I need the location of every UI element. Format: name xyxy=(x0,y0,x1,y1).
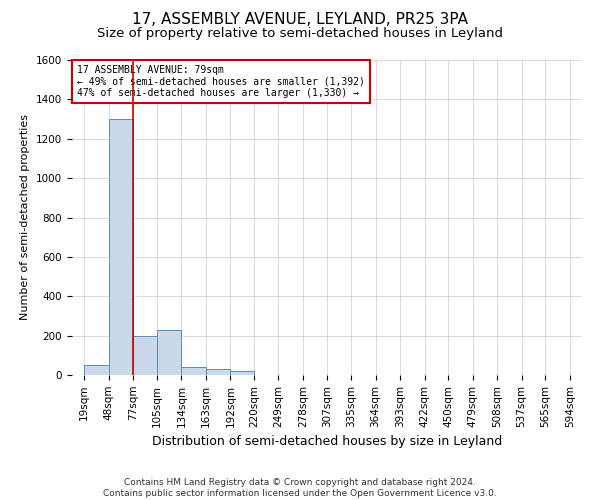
Bar xyxy=(109,119,133,375)
Text: Contains HM Land Registry data © Crown copyright and database right 2024.
Contai: Contains HM Land Registry data © Crown c… xyxy=(103,478,497,498)
Y-axis label: Number of semi-detached properties: Number of semi-detached properties xyxy=(20,114,31,320)
Text: 17, ASSEMBLY AVENUE, LEYLAND, PR25 3PA: 17, ASSEMBLY AVENUE, LEYLAND, PR25 3PA xyxy=(132,12,468,28)
X-axis label: Distribution of semi-detached houses by size in Leyland: Distribution of semi-detached houses by … xyxy=(152,435,502,448)
Bar xyxy=(206,369,230,375)
Text: Size of property relative to semi-detached houses in Leyland: Size of property relative to semi-detach… xyxy=(97,28,503,40)
Text: 17 ASSEMBLY AVENUE: 79sqm
← 49% of semi-detached houses are smaller (1,392)
47% : 17 ASSEMBLY AVENUE: 79sqm ← 49% of semi-… xyxy=(77,64,365,98)
Bar xyxy=(157,330,181,375)
Bar xyxy=(133,336,157,375)
Bar xyxy=(181,367,206,375)
Bar xyxy=(230,371,254,375)
Bar xyxy=(84,365,109,375)
